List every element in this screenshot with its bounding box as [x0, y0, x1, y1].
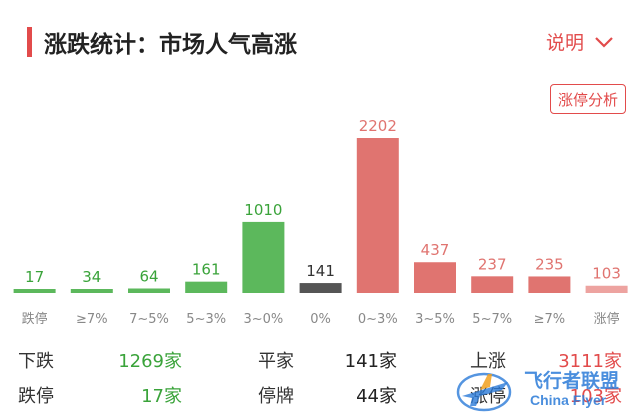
bar-value-label-3: 161	[192, 261, 221, 279]
limit-up-value: 103家	[569, 386, 622, 407]
bar-value-label-9: 235	[535, 255, 564, 273]
limit-down-value: 17家	[141, 386, 182, 407]
bar-value-label-7: 437	[421, 241, 450, 259]
bar-value-label-1: 34	[82, 268, 101, 286]
category-label-8: 5~7%	[472, 312, 512, 327]
bar-9	[528, 276, 571, 293]
category-label-0: 跌停	[22, 311, 48, 327]
category-label-3: 5~3%	[186, 312, 226, 327]
title-accent-bar	[27, 27, 32, 57]
category-label-5: 0%	[310, 312, 331, 327]
bar-4	[242, 221, 285, 293]
explain-link[interactable]: 说明	[546, 28, 614, 55]
chevron-down-icon	[595, 36, 613, 48]
category-label-1: ≥7%	[76, 312, 108, 327]
category-label-4: 3~0%	[244, 312, 284, 327]
bar-value-label-0: 17	[25, 268, 44, 286]
category-label-9: ≥7%	[534, 312, 566, 327]
bar-7	[414, 262, 456, 293]
category-label-2: 7~5%	[129, 312, 169, 327]
bar-6	[356, 138, 399, 293]
page-title: 涨跌统计：市场人气高涨	[44, 32, 297, 58]
bar-value-label-6: 2202	[359, 117, 397, 135]
category-label-7: 3~5%	[415, 312, 455, 327]
bar-1	[70, 289, 113, 293]
bar-3	[185, 281, 228, 293]
bar-0	[13, 289, 56, 293]
down-value: 1269家	[118, 351, 182, 372]
bar-value-label-8: 237	[478, 255, 507, 273]
bar-10	[585, 285, 628, 293]
limit-down-label: 跌停	[18, 386, 54, 407]
category-label-10: 涨停	[594, 311, 620, 327]
explain-label: 说明	[545, 32, 584, 54]
up-value: 3111家	[558, 351, 622, 372]
down-label: 下跌	[18, 351, 54, 372]
flat-value: 141家	[344, 351, 397, 372]
bar-2	[128, 288, 170, 293]
category-label-6: 0~3%	[358, 312, 398, 327]
bar-value-label-4: 1010	[244, 201, 282, 219]
bar-value-label-5: 141	[306, 262, 335, 280]
bar-8	[471, 276, 514, 293]
rise-fall-bar-chart: 17 跌停 34 ≥7% 64 7~5% 161 5~3% 1010 3~0% 141 0% 2202 0…	[13, 117, 628, 327]
limit-up-label: 涨停	[470, 386, 506, 407]
flat-label: 平家	[258, 351, 294, 372]
header: 涨跌统计：市场人气高涨 说明	[0, 0, 640, 80]
up-label: 上涨	[470, 351, 506, 372]
bar-value-label-10: 103	[592, 265, 621, 283]
suspended-value: 44家	[356, 386, 397, 407]
bar-value-label-2: 64	[139, 267, 158, 285]
suspended-label: 停牌	[258, 386, 294, 407]
bar-5	[299, 283, 342, 293]
stats-panel: 下跌 1269家 平家 141家 上涨 3111家 跌停 17家 停牌 44家 …	[0, 340, 640, 419]
limit-up-analysis-button[interactable]: 涨停分析	[550, 84, 626, 114]
